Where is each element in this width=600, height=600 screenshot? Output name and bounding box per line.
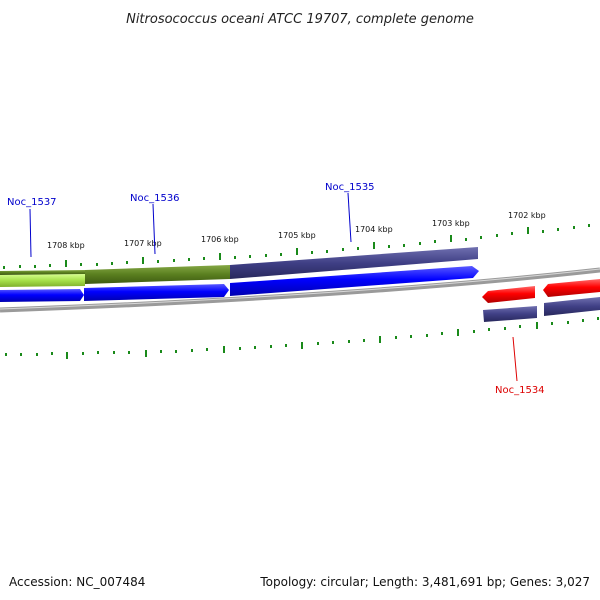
scale-label: 1705 kbp <box>278 231 316 240</box>
scale-label: 1704 kbp <box>355 225 393 234</box>
scale-label: 1702 kbp <box>508 211 546 220</box>
gene-label-noc-1537[interactable]: Noc_1537 <box>7 197 57 208</box>
scale-labels: 1708 kbp 1707 kbp 1706 kbp 1705 kbp 1704… <box>47 211 546 250</box>
leader-line-noc-1535 <box>347 192 352 243</box>
cds-arrow-noc-1534[interactable] <box>482 286 535 303</box>
cog-segment-purple[interactable] <box>544 297 600 316</box>
cog-segment-green-light[interactable] <box>0 274 85 287</box>
scale-label: 1706 kbp <box>201 235 239 244</box>
gene-label-noc-1536[interactable]: Noc_1536 <box>130 193 180 204</box>
cog-track-reverse <box>483 297 600 322</box>
gene-label-noc-1534[interactable]: Noc_1534 <box>495 385 545 396</box>
scale-label: 1703 kbp <box>432 219 470 228</box>
gene-label-noc-1535[interactable]: Noc_1535 <box>325 182 375 193</box>
gene-leader-lines <box>29 192 518 382</box>
map-title: Nitrosococcus oceani ATCC 19707, complet… <box>126 12 474 27</box>
gene-labels: Noc_1537 Noc_1536 Noc_1535 Noc_1534 <box>7 182 545 396</box>
cds-arrow-noc-1536[interactable] <box>84 284 229 301</box>
forward-cds-track <box>0 266 479 302</box>
scale-label: 1707 kbp <box>124 239 162 248</box>
genome-backbone <box>0 267 600 313</box>
leader-line-noc-1537 <box>29 208 32 258</box>
inner-scale-ticks <box>5 317 599 359</box>
reverse-cds-track <box>482 279 600 303</box>
leader-line-noc-1536 <box>152 203 156 255</box>
accession-text: Accession: NC_007484 <box>9 575 145 589</box>
leader-line-noc-1534 <box>512 336 518 382</box>
cog-segment-purple[interactable] <box>230 247 478 279</box>
genome-stats-text: Topology: circular; Length: 3,481,691 bp… <box>259 575 590 589</box>
cds-arrow-noc-1537[interactable] <box>0 289 84 302</box>
scale-label: 1708 kbp <box>47 241 85 250</box>
cds-arrow-neighbor[interactable] <box>543 279 600 297</box>
cog-segment-green-dark[interactable] <box>85 265 230 284</box>
genome-backbone-highlight <box>0 268 600 310</box>
cog-segment-purple[interactable] <box>483 306 537 322</box>
cog-segment-green-dark[interactable] <box>0 270 85 275</box>
cds-arrow-noc-1535[interactable] <box>230 266 479 296</box>
cog-track-forward <box>0 247 478 287</box>
outer-scale-ticks <box>3 224 590 269</box>
